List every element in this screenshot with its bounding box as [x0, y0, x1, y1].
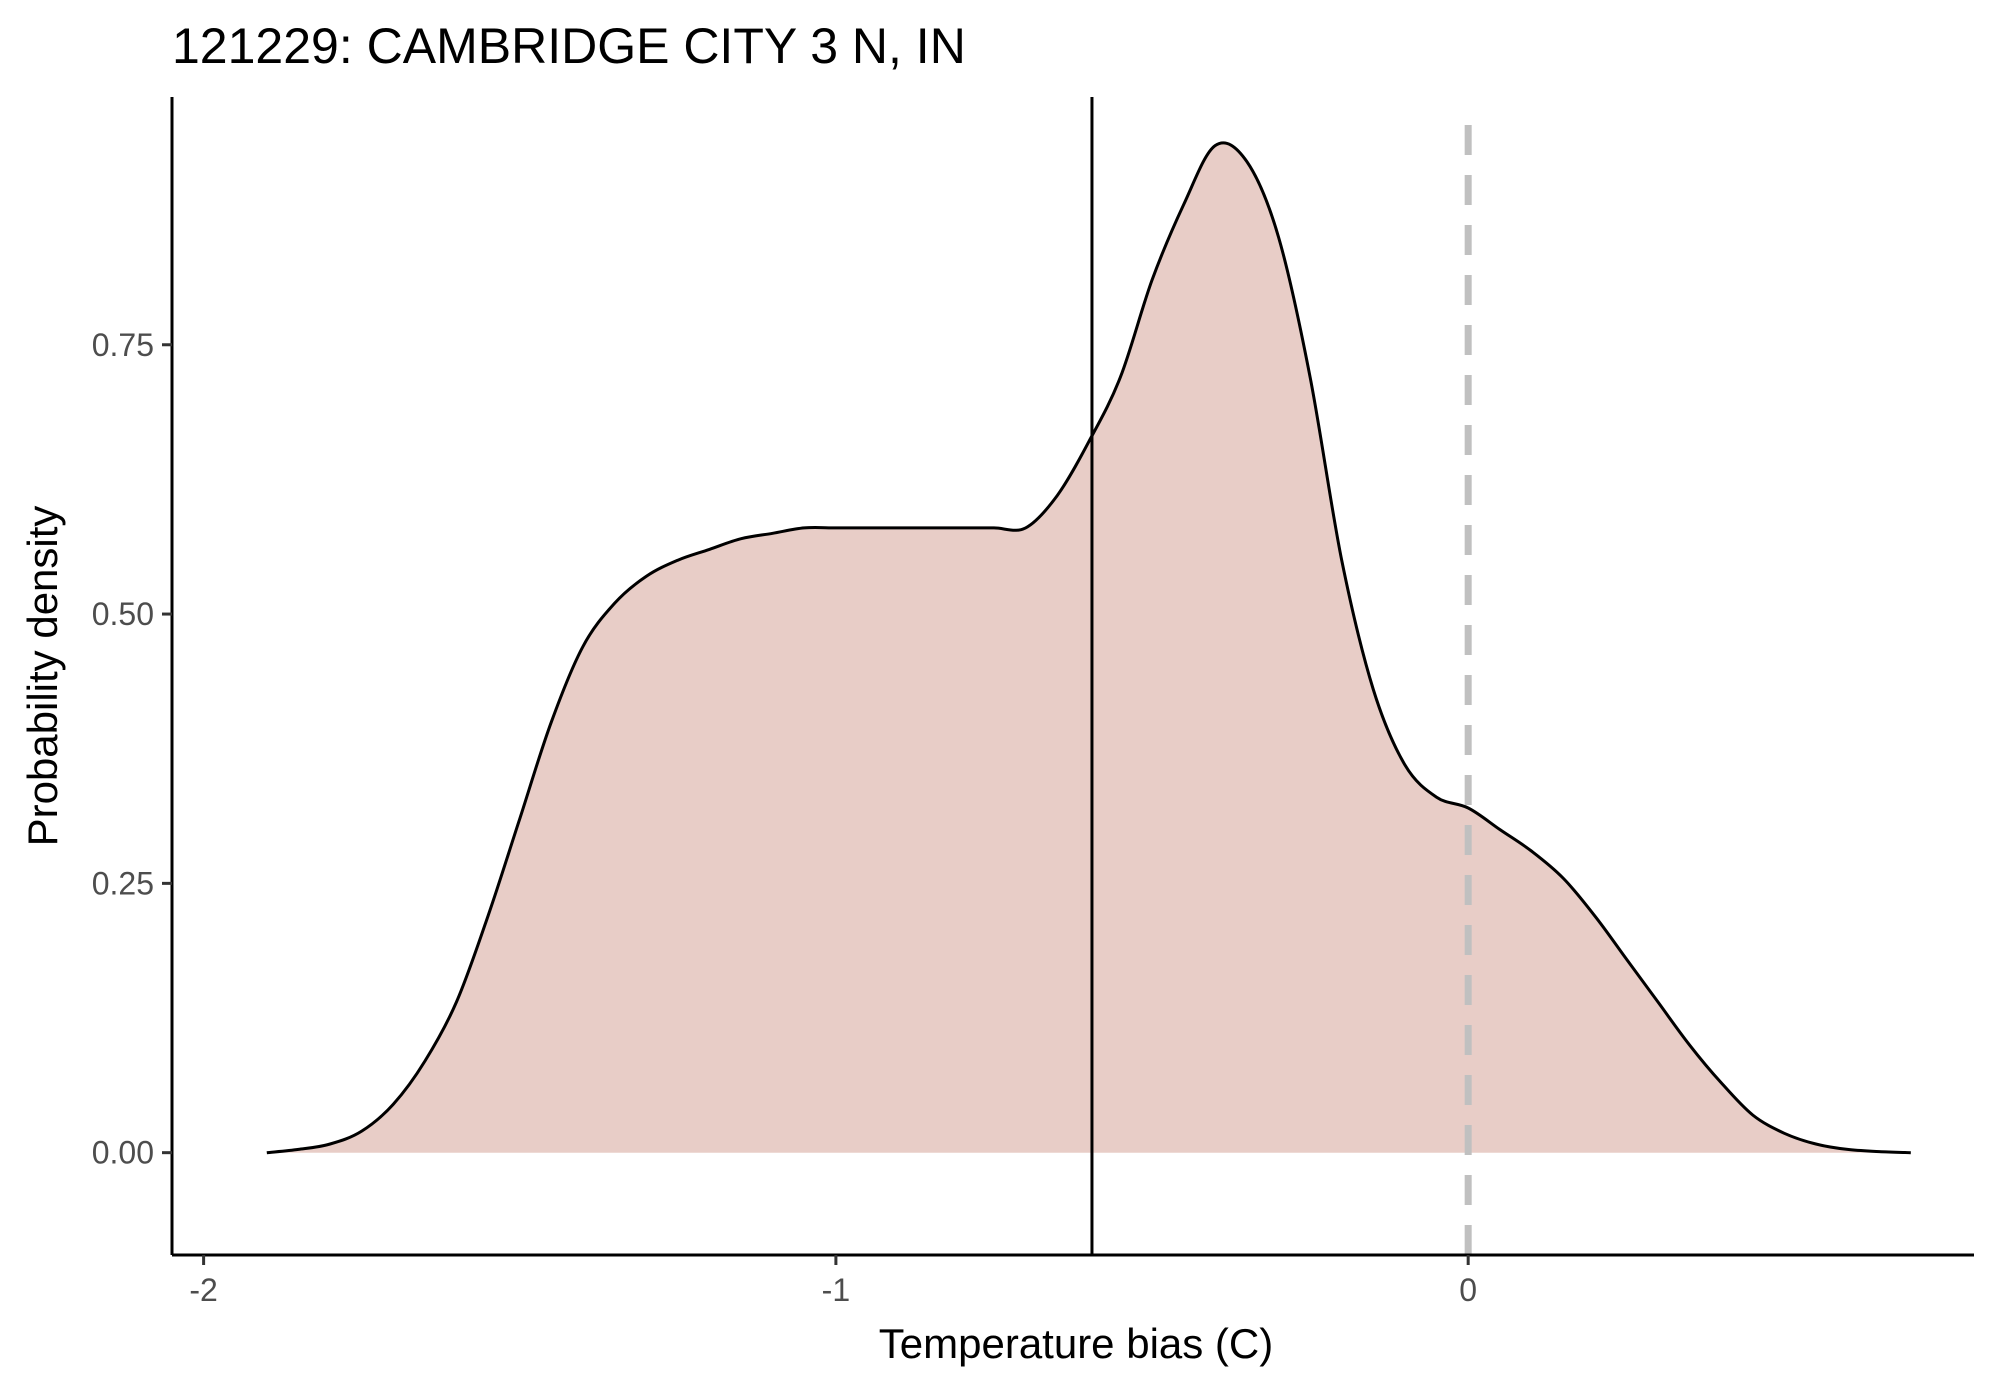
density-curve-line: [266, 141, 1911, 1155]
y-tick-label: 0.00: [92, 1135, 154, 1171]
y-tick-label: 0.75: [92, 327, 154, 363]
x-tick-label: 0: [1459, 1272, 1477, 1308]
y-axis-title: Probability density: [19, 506, 66, 847]
chart-title: 121229: CAMBRIDGE CITY 3 N, IN: [172, 18, 966, 74]
x-axis-title: Temperature bias (C): [879, 1320, 1273, 1367]
y-tick-label: 0.25: [92, 865, 154, 901]
x-tick-label: -2: [189, 1272, 217, 1308]
density-area-fill: [266, 142, 1911, 1153]
x-tick-label: -1: [822, 1272, 850, 1308]
y-tick-label: 0.50: [92, 596, 154, 632]
plot-area: [266, 97, 1911, 1255]
y-axis-ticks: 0.00 0.25 0.50 0.75: [92, 327, 172, 1171]
x-axis-ticks: -2 -1 0: [189, 1255, 1477, 1308]
reference-lines: [1090, 97, 1472, 1255]
